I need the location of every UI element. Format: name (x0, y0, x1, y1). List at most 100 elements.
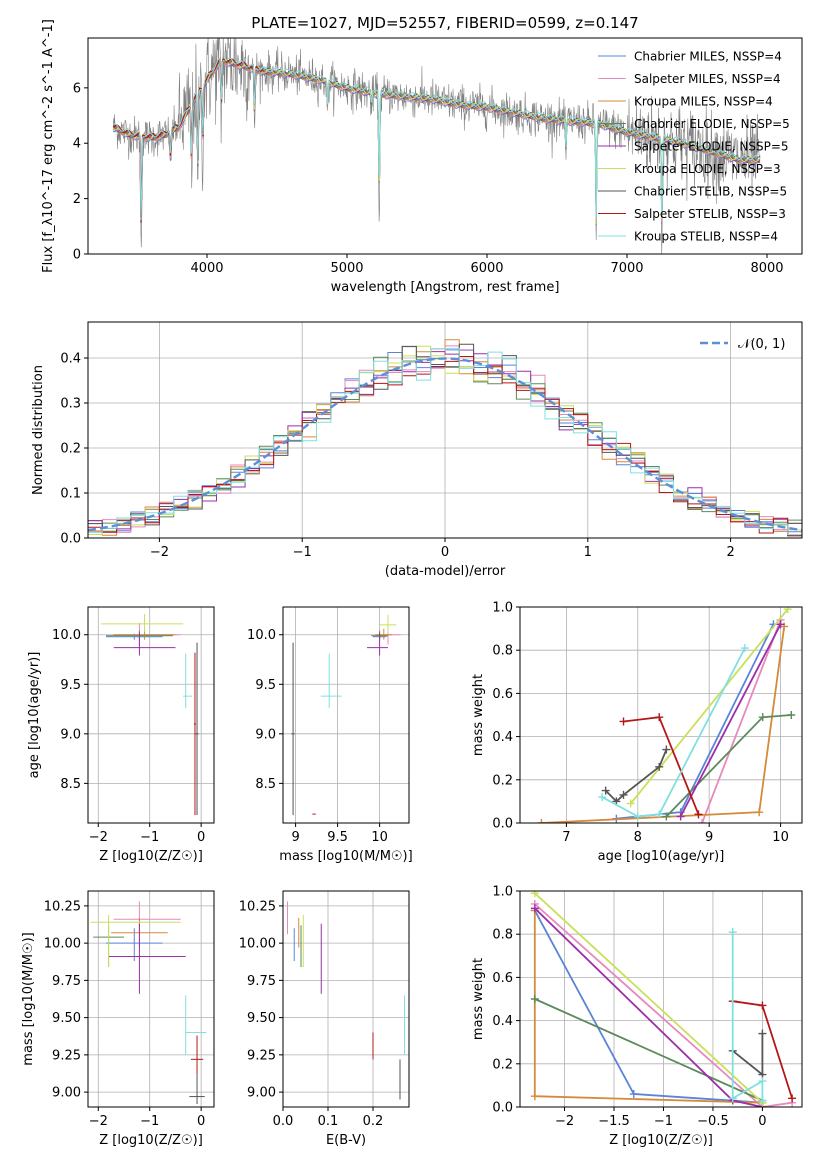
y-tick-label: 10.0 (247, 628, 276, 643)
y-tick-label: 10.25 (44, 899, 81, 914)
age-vs-Z-ylabel: age [log10(age/yr)] (27, 652, 42, 779)
residuals-ylabel: Normed distribution (31, 365, 46, 495)
spectrum-model-salpeter-stelib-n-ssp-line (112, 57, 264, 217)
y-tick-label: 10.0 (52, 628, 81, 643)
weight-point-marker (728, 1094, 737, 1103)
weight-point-marker (758, 1001, 767, 1010)
y-tick-label: 1.0 (492, 885, 513, 900)
x-tick-label: −1 (140, 830, 159, 845)
weight-vs-age-ylabel: mass weight (471, 674, 486, 756)
weight-point-marker (619, 790, 628, 799)
legend-label: Chabrier STELIB, NSSP=5 (634, 185, 787, 199)
y-tick-label: 9.50 (247, 1011, 276, 1026)
weight-series-line (601, 647, 746, 818)
weight-point-marker (655, 762, 664, 771)
mass-vs-EBV-xlabel: E(B-V) (326, 1133, 366, 1148)
weight-series (662, 711, 796, 821)
y-tick-label: 9.00 (52, 1086, 81, 1101)
weight-point-marker (758, 713, 767, 722)
y-tick-label: 10.25 (239, 899, 276, 914)
mass-vs-Z-ylabel: mass [log10(M/M☉)] (21, 932, 36, 1065)
weight-point-marker (776, 620, 785, 629)
y-tick-label: 0.4 (492, 730, 513, 745)
weight-point-marker (662, 745, 671, 754)
y-tick-label: 0.6 (492, 971, 513, 986)
spectrum-legend: Chabrier MILES, NSSP=4 Salpeter MILES, NS… (598, 50, 790, 244)
weight-point-marker (788, 1094, 797, 1103)
x-tick-label: −1 (293, 545, 312, 560)
x-tick-label: 9 (291, 830, 299, 845)
x-tick-label: 7 (562, 830, 570, 845)
x-tick-label: 2 (726, 545, 734, 560)
age-vs-Z-grid (88, 607, 214, 823)
errorbar-point (367, 632, 388, 656)
mass-vs-Z-panel: −2 −1 0 9.00 9.25 9.50 9.75 10.00 10.25 Z [log10(… (21, 890, 215, 1148)
weight-series-line (605, 749, 668, 803)
legend-label: Chabrier MILES, NSSP=4 (634, 50, 782, 64)
y-tick-label: 10.00 (239, 937, 276, 952)
age-vs-Z-frame (87, 606, 215, 824)
x-tick-label: −1.5 (598, 1114, 630, 1129)
errorbar-point (291, 642, 295, 816)
weight-point-marker (662, 812, 671, 821)
weight-series (598, 644, 749, 821)
x-tick-label: 10 (371, 830, 388, 845)
x-tick-label: 4000 (190, 261, 223, 276)
errorbar-point (193, 652, 196, 816)
x-tick-label: −2 (150, 545, 169, 560)
weight-point-marker (755, 808, 764, 817)
y-tick-label: 0.1 (60, 487, 81, 502)
y-tick-label: 0.0 (492, 1101, 513, 1116)
weight-series-line (534, 998, 763, 1102)
errorbar-point (320, 653, 342, 709)
weight-point-marker (537, 819, 546, 823)
age-vs-mass-xlabel: mass [log10(M/M☉)] (279, 849, 412, 864)
x-tick-label: 0 (441, 545, 449, 560)
weight-point-marker (728, 928, 737, 937)
x-tick-label: −0.5 (697, 1114, 729, 1129)
weight-series (530, 995, 767, 1105)
weight-series-line (534, 903, 793, 1107)
weight-point-marker (787, 711, 796, 719)
y-tick-label: 9.50 (52, 1011, 81, 1026)
weight-point-marker (629, 1090, 638, 1099)
legend-label: Kroupa ELODIE, NSSP=3 (634, 162, 781, 176)
y-tick-label: 9.5 (60, 678, 81, 693)
weight-vs-age-xlabel: age [log10(age/yr)] (598, 849, 725, 864)
y-tick-label: 0.8 (492, 928, 513, 943)
mass-vs-Z-grid (88, 891, 214, 1107)
mass-vs-Z-xlabel: Z [log10(Z/Z☉)] (99, 1133, 203, 1148)
errorbar-point (379, 614, 397, 633)
mass-vs-Z-frame (87, 890, 215, 1108)
y-tick-label: 0.4 (492, 1014, 513, 1029)
legend-label: Salpeter STELIB, NSSP=3 (634, 207, 786, 221)
x-tick-label: 0.0 (273, 1114, 294, 1129)
age-vs-Z-panel: −2 −1 0 8.5 9.0 9.5 10.0 Z [log10(Z/Z☉)] age [lo… (27, 606, 215, 864)
age-vs-mass-panel: 9 9.5 10 8.5 9.0 9.5 10.0 mass [log10(M/M☉)] (247, 606, 413, 864)
y-tick-label: 0.0 (60, 532, 81, 547)
errorbar-point (183, 653, 192, 709)
age-vs-Z-plot-area (100, 613, 199, 816)
y-tick-label: 2 (73, 192, 81, 207)
weight-point-marker (655, 713, 664, 722)
weight-vs-Z-plot-area (530, 891, 797, 1107)
weight-point-marker (758, 1096, 767, 1105)
weight-series-line (679, 623, 782, 817)
spectrum-ylabel: Flux [f_λ10^-17 erg cm^-2 s^-1 A^-1] (41, 19, 56, 273)
x-tick-label: 0 (197, 830, 205, 845)
y-tick-label: 9.25 (247, 1048, 276, 1063)
errorbar-point (100, 613, 184, 632)
y-tick-label: 0.6 (492, 687, 513, 702)
y-tick-label: 0.2 (492, 1057, 513, 1072)
weight-point-marker (601, 786, 610, 795)
legend-label: Kroupa STELIB, NSSP=4 (634, 230, 778, 244)
errorbar-point (108, 923, 186, 994)
x-tick-label: 1 (584, 545, 592, 560)
weight-vs-Z-ylabel: mass weight (471, 958, 486, 1040)
errorbar-point (185, 995, 207, 1055)
y-tick-label: 8.5 (60, 777, 81, 792)
mass-vs-EBV-panel: 0.0 0.1 0.2 9.00 9.25 9.50 9.75 10.00 10.25 E(B-V… (239, 890, 410, 1148)
x-tick-label: −1 (654, 1114, 673, 1129)
weight-point-marker (676, 812, 685, 821)
weight-series (676, 620, 785, 821)
